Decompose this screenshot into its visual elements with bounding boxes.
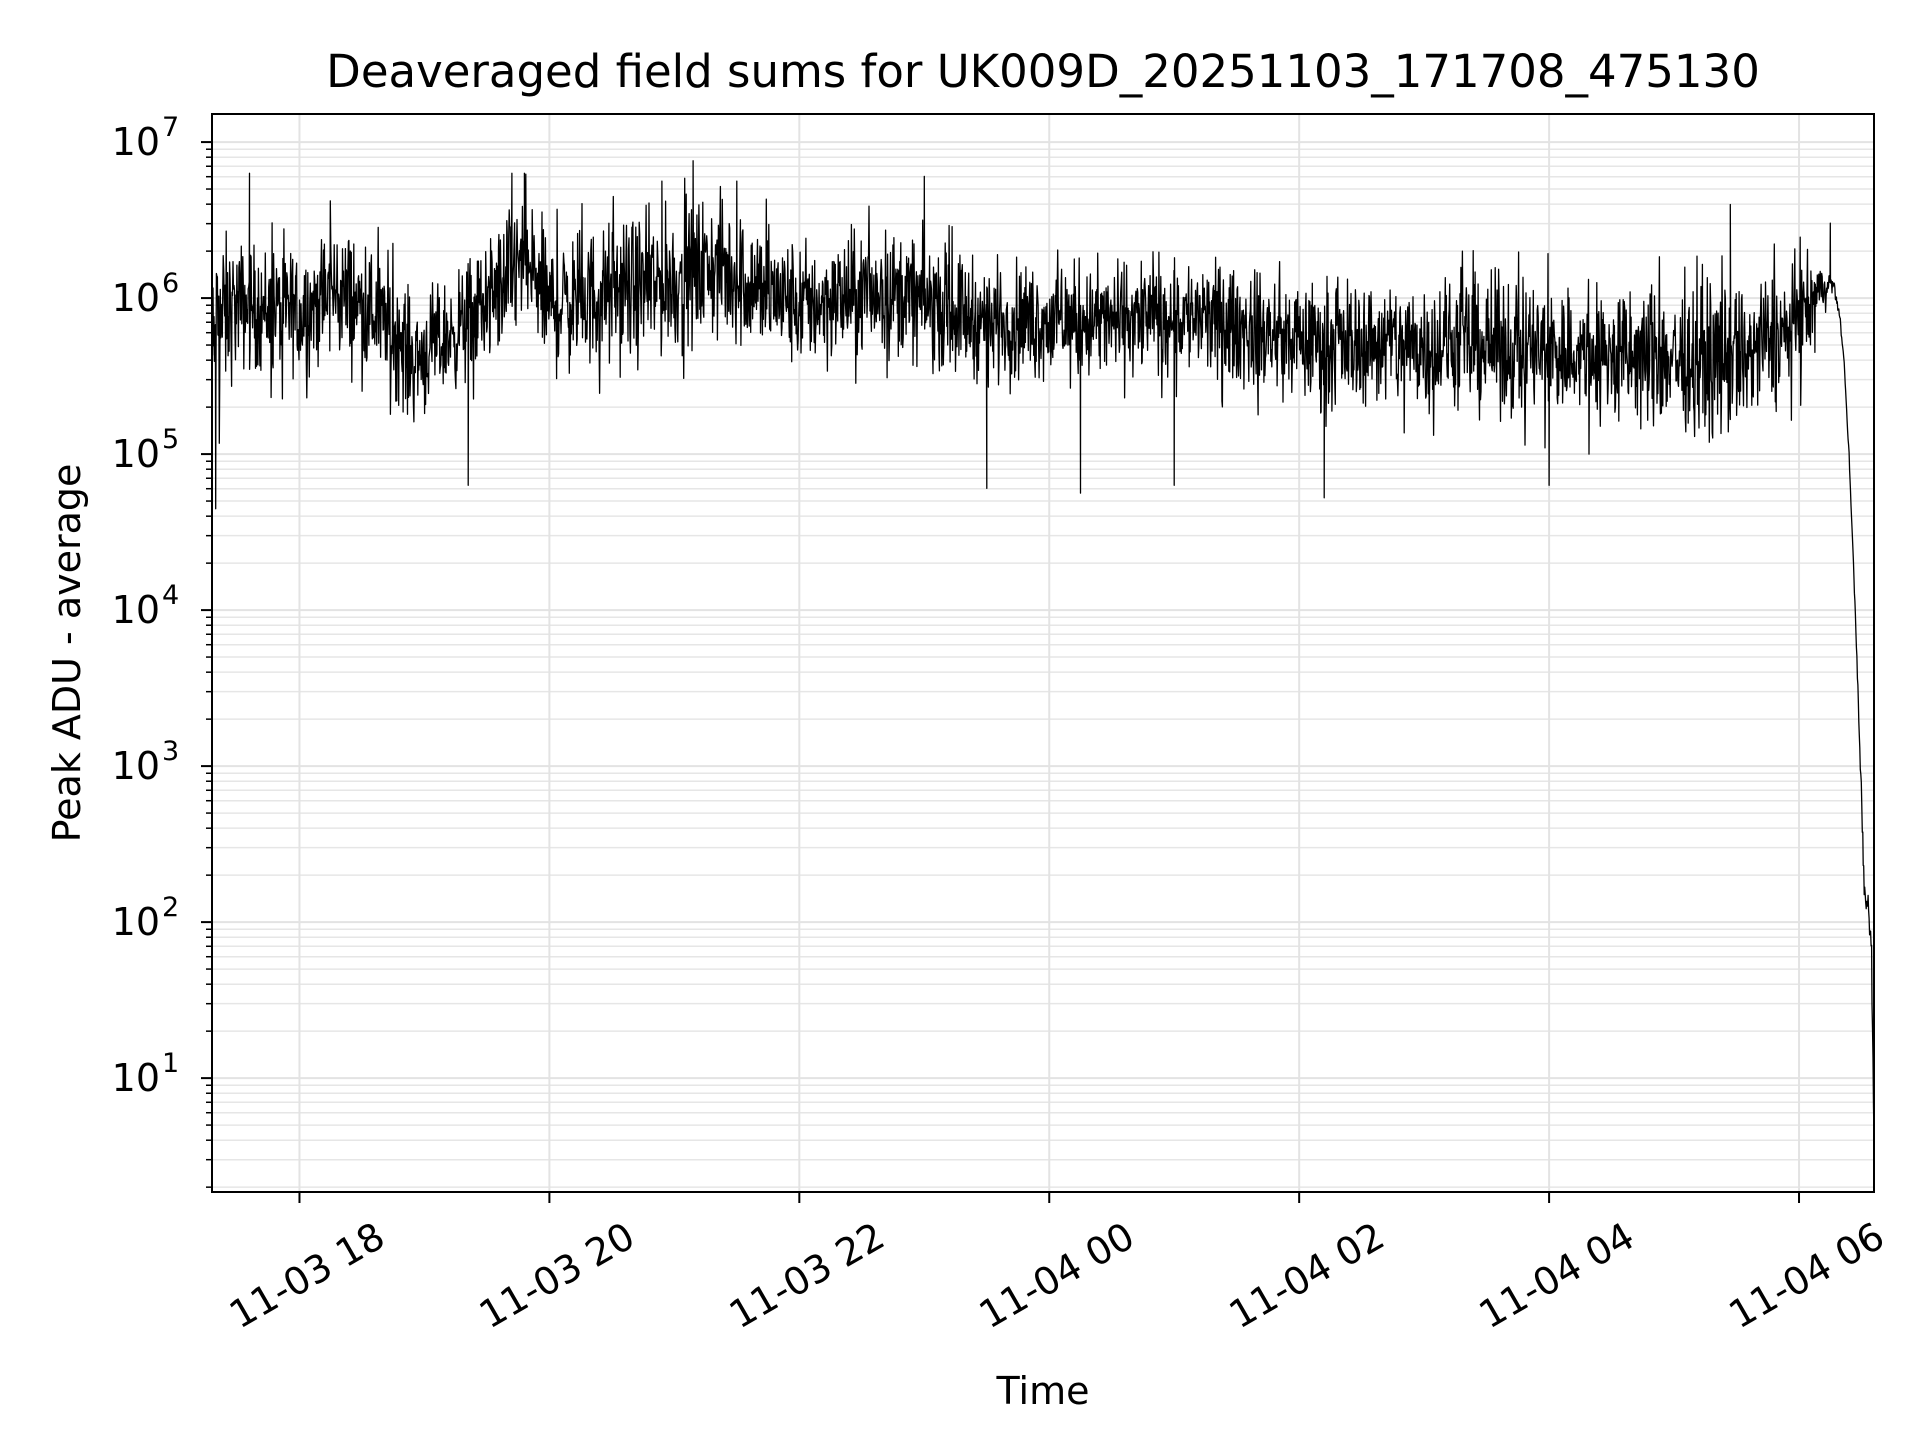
y-tick-label: 10 — [112, 1056, 160, 1100]
y-tick-label-exponent: 7 — [162, 112, 179, 143]
chart-title: Deaveraged field sums for UK009D_2025110… — [326, 45, 1760, 98]
y-tick-label-exponent: 5 — [162, 424, 179, 455]
x-axis-label: Time — [996, 1369, 1090, 1413]
plot-area-frame — [211, 113, 1875, 1193]
y-tick-label-exponent: 4 — [162, 580, 179, 611]
series-line — [211, 160, 1875, 1141]
y-tick-label: 10 — [112, 120, 160, 164]
y-tick-label-exponent: 6 — [162, 268, 179, 299]
y-tick-label: 10 — [112, 900, 160, 944]
series-layer — [211, 160, 1875, 1141]
y-tick-label: 10 — [112, 744, 160, 788]
y-axis-label: Peak ADU - average — [45, 464, 89, 843]
y-tick-label-exponent: 1 — [162, 1048, 179, 1079]
y-tick-label: 10 — [112, 588, 160, 632]
y-tick-label: 10 — [112, 276, 160, 320]
y-tick-label-exponent: 2 — [162, 892, 179, 923]
y-tick-label: 10 — [112, 432, 160, 476]
y-tick-label-exponent: 3 — [162, 736, 179, 767]
